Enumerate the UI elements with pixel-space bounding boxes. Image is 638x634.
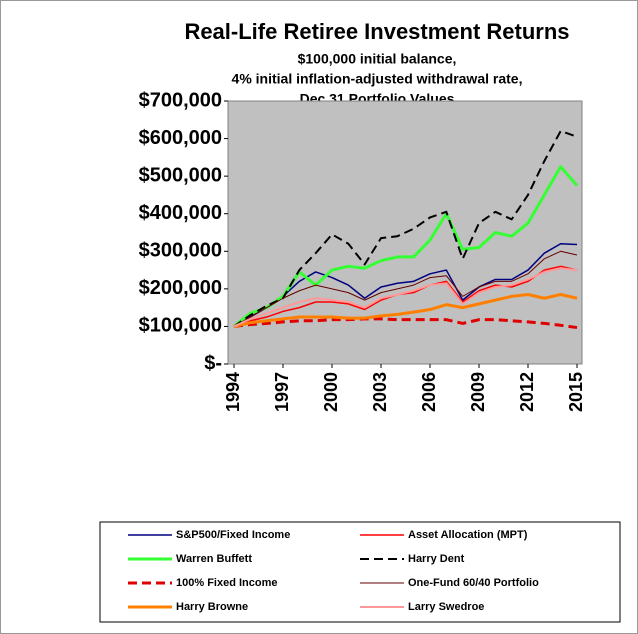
chart-title: Real-Life Retiree Investment Returns xyxy=(184,19,569,44)
y-tick-label: $600,000 xyxy=(139,127,222,149)
series-line xyxy=(233,243,578,328)
legend xyxy=(99,521,621,623)
x-tick-label: 2009 xyxy=(468,372,488,412)
y-tick-label: $400,000 xyxy=(139,202,222,224)
y-tick-label: $500,000 xyxy=(139,164,222,186)
subtitle: 4% initial inflation-adjusted withdrawal… xyxy=(232,71,523,87)
legend-label: Larry Swedroe xyxy=(408,601,484,613)
series-line xyxy=(233,267,578,328)
x-tick-label: 2000 xyxy=(321,372,341,412)
legend-label: S&P500/Fixed Income xyxy=(176,529,290,541)
x-tick-label: 2015 xyxy=(566,372,586,412)
y-tick-label: $200,000 xyxy=(139,277,222,299)
x-tick-label: 1997 xyxy=(272,372,292,412)
y-tick-label: $700,000 xyxy=(139,89,222,111)
x-tick-label: 2012 xyxy=(517,372,537,412)
y-tick-label: $300,000 xyxy=(139,240,222,262)
x-tick-label: 2003 xyxy=(370,372,390,412)
x-tick-label: 1994 xyxy=(223,372,243,412)
legend-label: Harry Browne xyxy=(176,601,248,613)
legend-label: Warren Buffett xyxy=(176,553,252,565)
y-tick-label: $100,000 xyxy=(139,315,222,337)
subtitle: $100,000 initial balance, xyxy=(298,51,457,67)
x-tick-label: 2006 xyxy=(419,372,439,412)
legend-label: Asset Allocation (MPT) xyxy=(408,529,528,541)
legend-label: Harry Dent xyxy=(408,553,465,565)
y-tick-label: $- xyxy=(204,352,222,374)
series-line xyxy=(233,130,578,328)
legend-label: 100% Fixed Income xyxy=(176,577,278,589)
series-line xyxy=(233,250,578,327)
legend-label: One-Fund 60/40 Portfolio xyxy=(408,577,539,589)
series-line xyxy=(233,292,578,328)
series-line xyxy=(233,317,578,330)
